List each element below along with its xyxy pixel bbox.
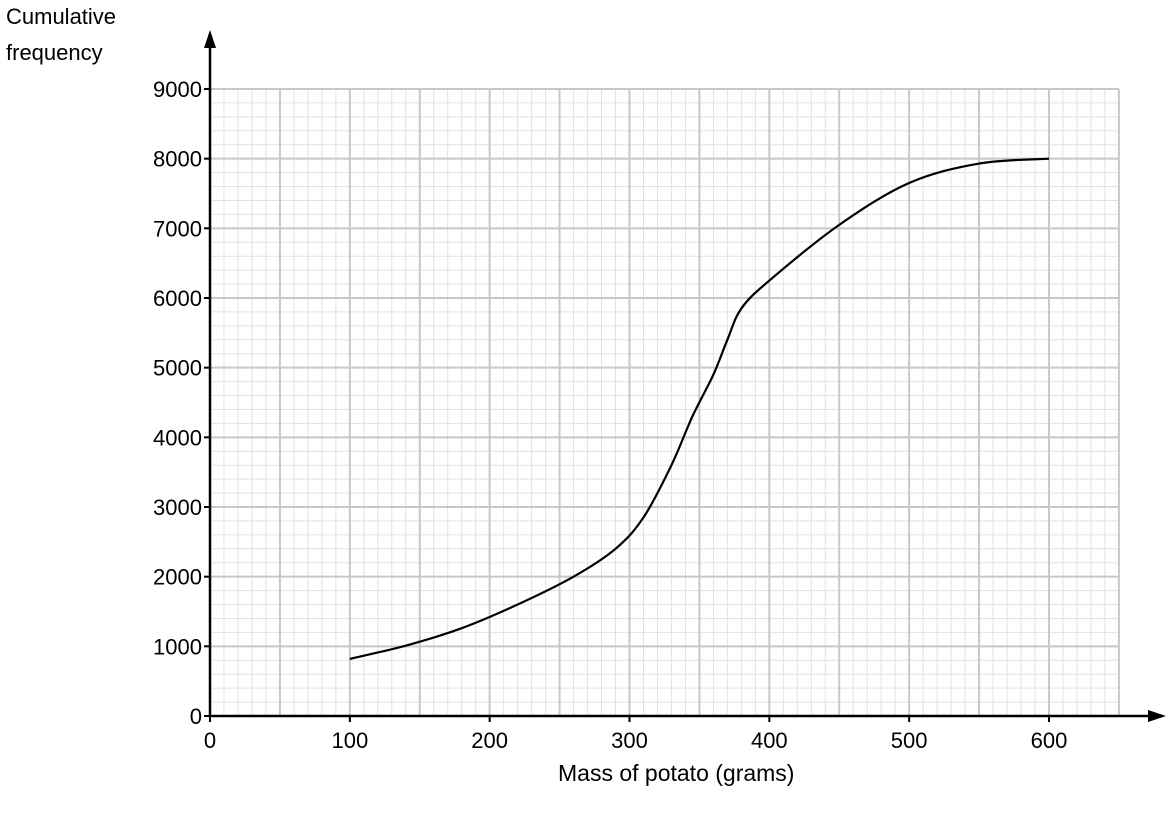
x-axis-arrowhead: [1148, 710, 1166, 722]
x-tick-labels: 0 100 200 300 400 500 600: [204, 728, 1067, 753]
y-tick-label: 2000: [153, 565, 202, 590]
y-tick-label: 4000: [153, 425, 202, 450]
y-tick-label: 1000: [153, 634, 202, 659]
y-tick-label: 9000: [153, 77, 202, 102]
y-tick-label: 0: [190, 704, 202, 729]
y-tick-label: 8000: [153, 147, 202, 172]
cumulative-frequency-curve: [349, 157, 1050, 660]
x-tick-label: 500: [891, 728, 928, 753]
y-tick-labels: 0 1000 2000 3000 4000 5000 6000 7000 8000 9000: [153, 77, 202, 729]
x-tick-label: 600: [1031, 728, 1068, 753]
x-axis-label: Mass of potato (grams): [558, 760, 795, 786]
cumulative-frequency-curve-group: [349, 157, 1050, 660]
x-tick-label: 100: [331, 728, 368, 753]
x-tick-label: 400: [751, 728, 788, 753]
tick-marks: [204, 87, 1050, 722]
y-tick-label: 6000: [153, 286, 202, 311]
y-axis-label-line-2: frequency: [6, 40, 103, 65]
y-tick-label: 5000: [153, 356, 202, 381]
x-tick-label: 0: [204, 728, 216, 753]
x-tick-label: 300: [611, 728, 648, 753]
minor-grid: [210, 88, 1119, 716]
y-tick-label: 7000: [153, 216, 202, 241]
y-axis-label-line-1: Cumulative: [6, 4, 117, 29]
y-tick-label: 3000: [153, 495, 202, 520]
major-grid: [210, 87, 1120, 716]
y-axis-arrowhead: [204, 30, 216, 48]
x-tick-label: 200: [471, 728, 508, 753]
